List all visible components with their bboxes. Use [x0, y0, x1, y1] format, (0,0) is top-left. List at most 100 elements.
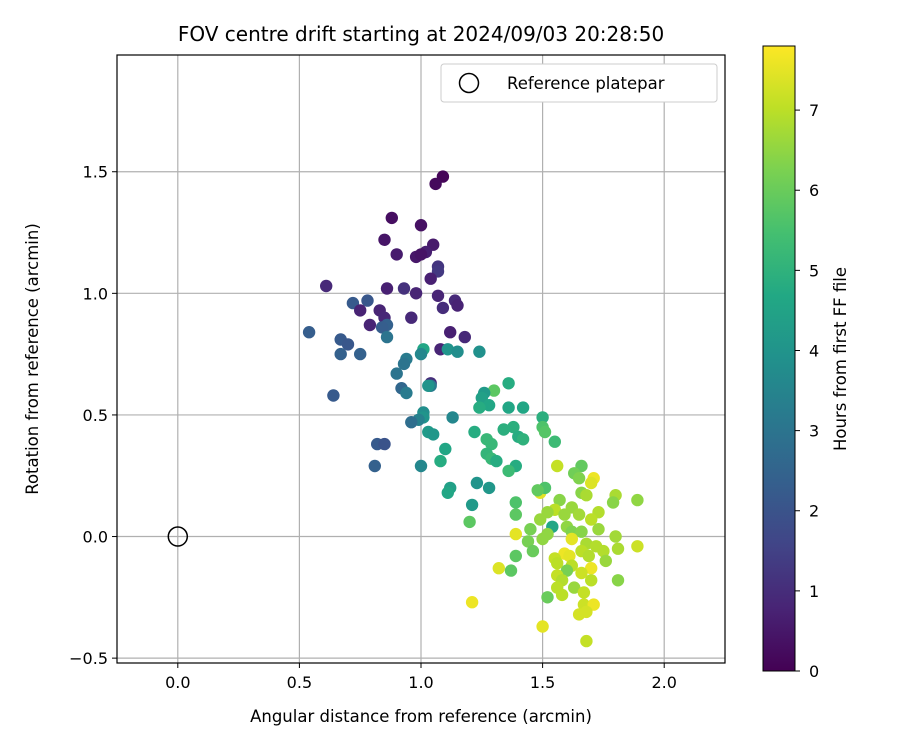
data-point [465, 498, 479, 512]
data-point [409, 287, 423, 300]
data-point [575, 566, 588, 580]
colorbar-tick-label: 3 [809, 422, 819, 441]
x-tick-label: 1.0 [408, 673, 433, 692]
data-point [465, 596, 479, 609]
data-point [560, 564, 574, 577]
data-points [302, 170, 644, 648]
data-point [487, 384, 501, 397]
data-point [441, 343, 454, 356]
data-point [509, 549, 522, 563]
x-tick-label: 0.5 [287, 673, 312, 692]
data-point [368, 459, 381, 473]
data-point [361, 294, 374, 307]
y-tick-label: 0.5 [83, 406, 108, 425]
data-point [451, 345, 464, 358]
y-tick-label: 1.5 [83, 163, 108, 182]
data-point [536, 411, 549, 424]
x-tick-label: 1.5 [530, 673, 555, 692]
data-point [497, 423, 510, 436]
y-axis-ticks: −0.5 0.0 0.5 1.0 1.5 [69, 163, 117, 668]
data-point [434, 454, 447, 468]
data-point [363, 318, 377, 332]
data-point [631, 493, 644, 507]
data-point [580, 605, 593, 619]
data-point [502, 401, 515, 414]
data-point [538, 425, 552, 439]
data-point [422, 379, 435, 392]
data-point [375, 321, 389, 334]
x-axis-ticks: 0.0 0.5 1.0 1.5 2.0 [165, 663, 677, 692]
data-point [451, 299, 464, 312]
data-point [482, 399, 496, 412]
data-point [597, 544, 610, 558]
data-point [444, 326, 457, 339]
data-point [397, 282, 411, 295]
legend: Reference platepar [440, 63, 718, 103]
data-point [585, 574, 598, 587]
data-point [565, 532, 578, 546]
colorbar-ticks: 0 1 2 3 4 5 6 7 [795, 101, 819, 681]
legend-box [440, 63, 718, 103]
data-point [405, 416, 418, 429]
legend-label: Reference platepar [507, 74, 665, 93]
data-point [631, 540, 644, 553]
data-point [541, 591, 554, 604]
data-point [572, 508, 586, 521]
x-axis-label: Angular distance from reference (arcmin) [250, 707, 592, 726]
data-point [551, 459, 564, 473]
data-point [414, 347, 428, 361]
data-point [551, 557, 564, 570]
data-point [599, 554, 612, 568]
colorbar-tick-label: 6 [809, 181, 819, 200]
chart-title: FOV centre drift starting at 2024/09/03 … [178, 22, 664, 46]
data-point [414, 219, 428, 232]
data-point [536, 620, 549, 633]
data-point [341, 338, 355, 351]
data-point [378, 437, 391, 451]
data-point [516, 433, 530, 446]
data-point [531, 484, 544, 497]
data-point [441, 486, 454, 499]
data-point [463, 515, 476, 529]
data-point [458, 330, 471, 344]
data-point [568, 581, 581, 594]
data-point [470, 476, 484, 490]
data-point [424, 272, 437, 285]
legend-marker [458, 72, 480, 94]
y-tick-label: 1.0 [83, 284, 108, 303]
data-point [320, 279, 333, 293]
y-tick-label: −0.5 [69, 649, 108, 668]
data-point [526, 544, 540, 558]
data-point [507, 420, 520, 434]
x-tick-label: 0.0 [165, 673, 190, 692]
data-point [585, 476, 598, 490]
data-point [485, 437, 498, 451]
data-point [405, 311, 418, 324]
data-point [327, 389, 340, 402]
data-point [521, 535, 535, 548]
data-point [473, 401, 486, 414]
colorbar-tick-label: 7 [809, 101, 819, 120]
data-point [585, 513, 598, 526]
colorbar-label: Hours from first FF file [831, 267, 850, 451]
x-tick-label: 2.0 [651, 673, 676, 692]
data-point [580, 489, 593, 502]
data-point [302, 326, 316, 339]
data-point [482, 481, 496, 495]
data-point [502, 464, 515, 478]
data-point [390, 367, 403, 380]
data-point [534, 513, 547, 526]
data-point [582, 549, 595, 563]
data-point [427, 428, 440, 441]
data-point [611, 574, 625, 587]
y-axis-label: Rotation from reference (arcmin) [23, 223, 42, 495]
data-point [548, 435, 561, 448]
data-point [390, 248, 403, 261]
data-point [502, 377, 515, 390]
data-point [354, 304, 367, 317]
data-point [611, 542, 625, 555]
data-point [431, 289, 445, 302]
data-point [555, 588, 569, 602]
data-point [446, 411, 459, 424]
